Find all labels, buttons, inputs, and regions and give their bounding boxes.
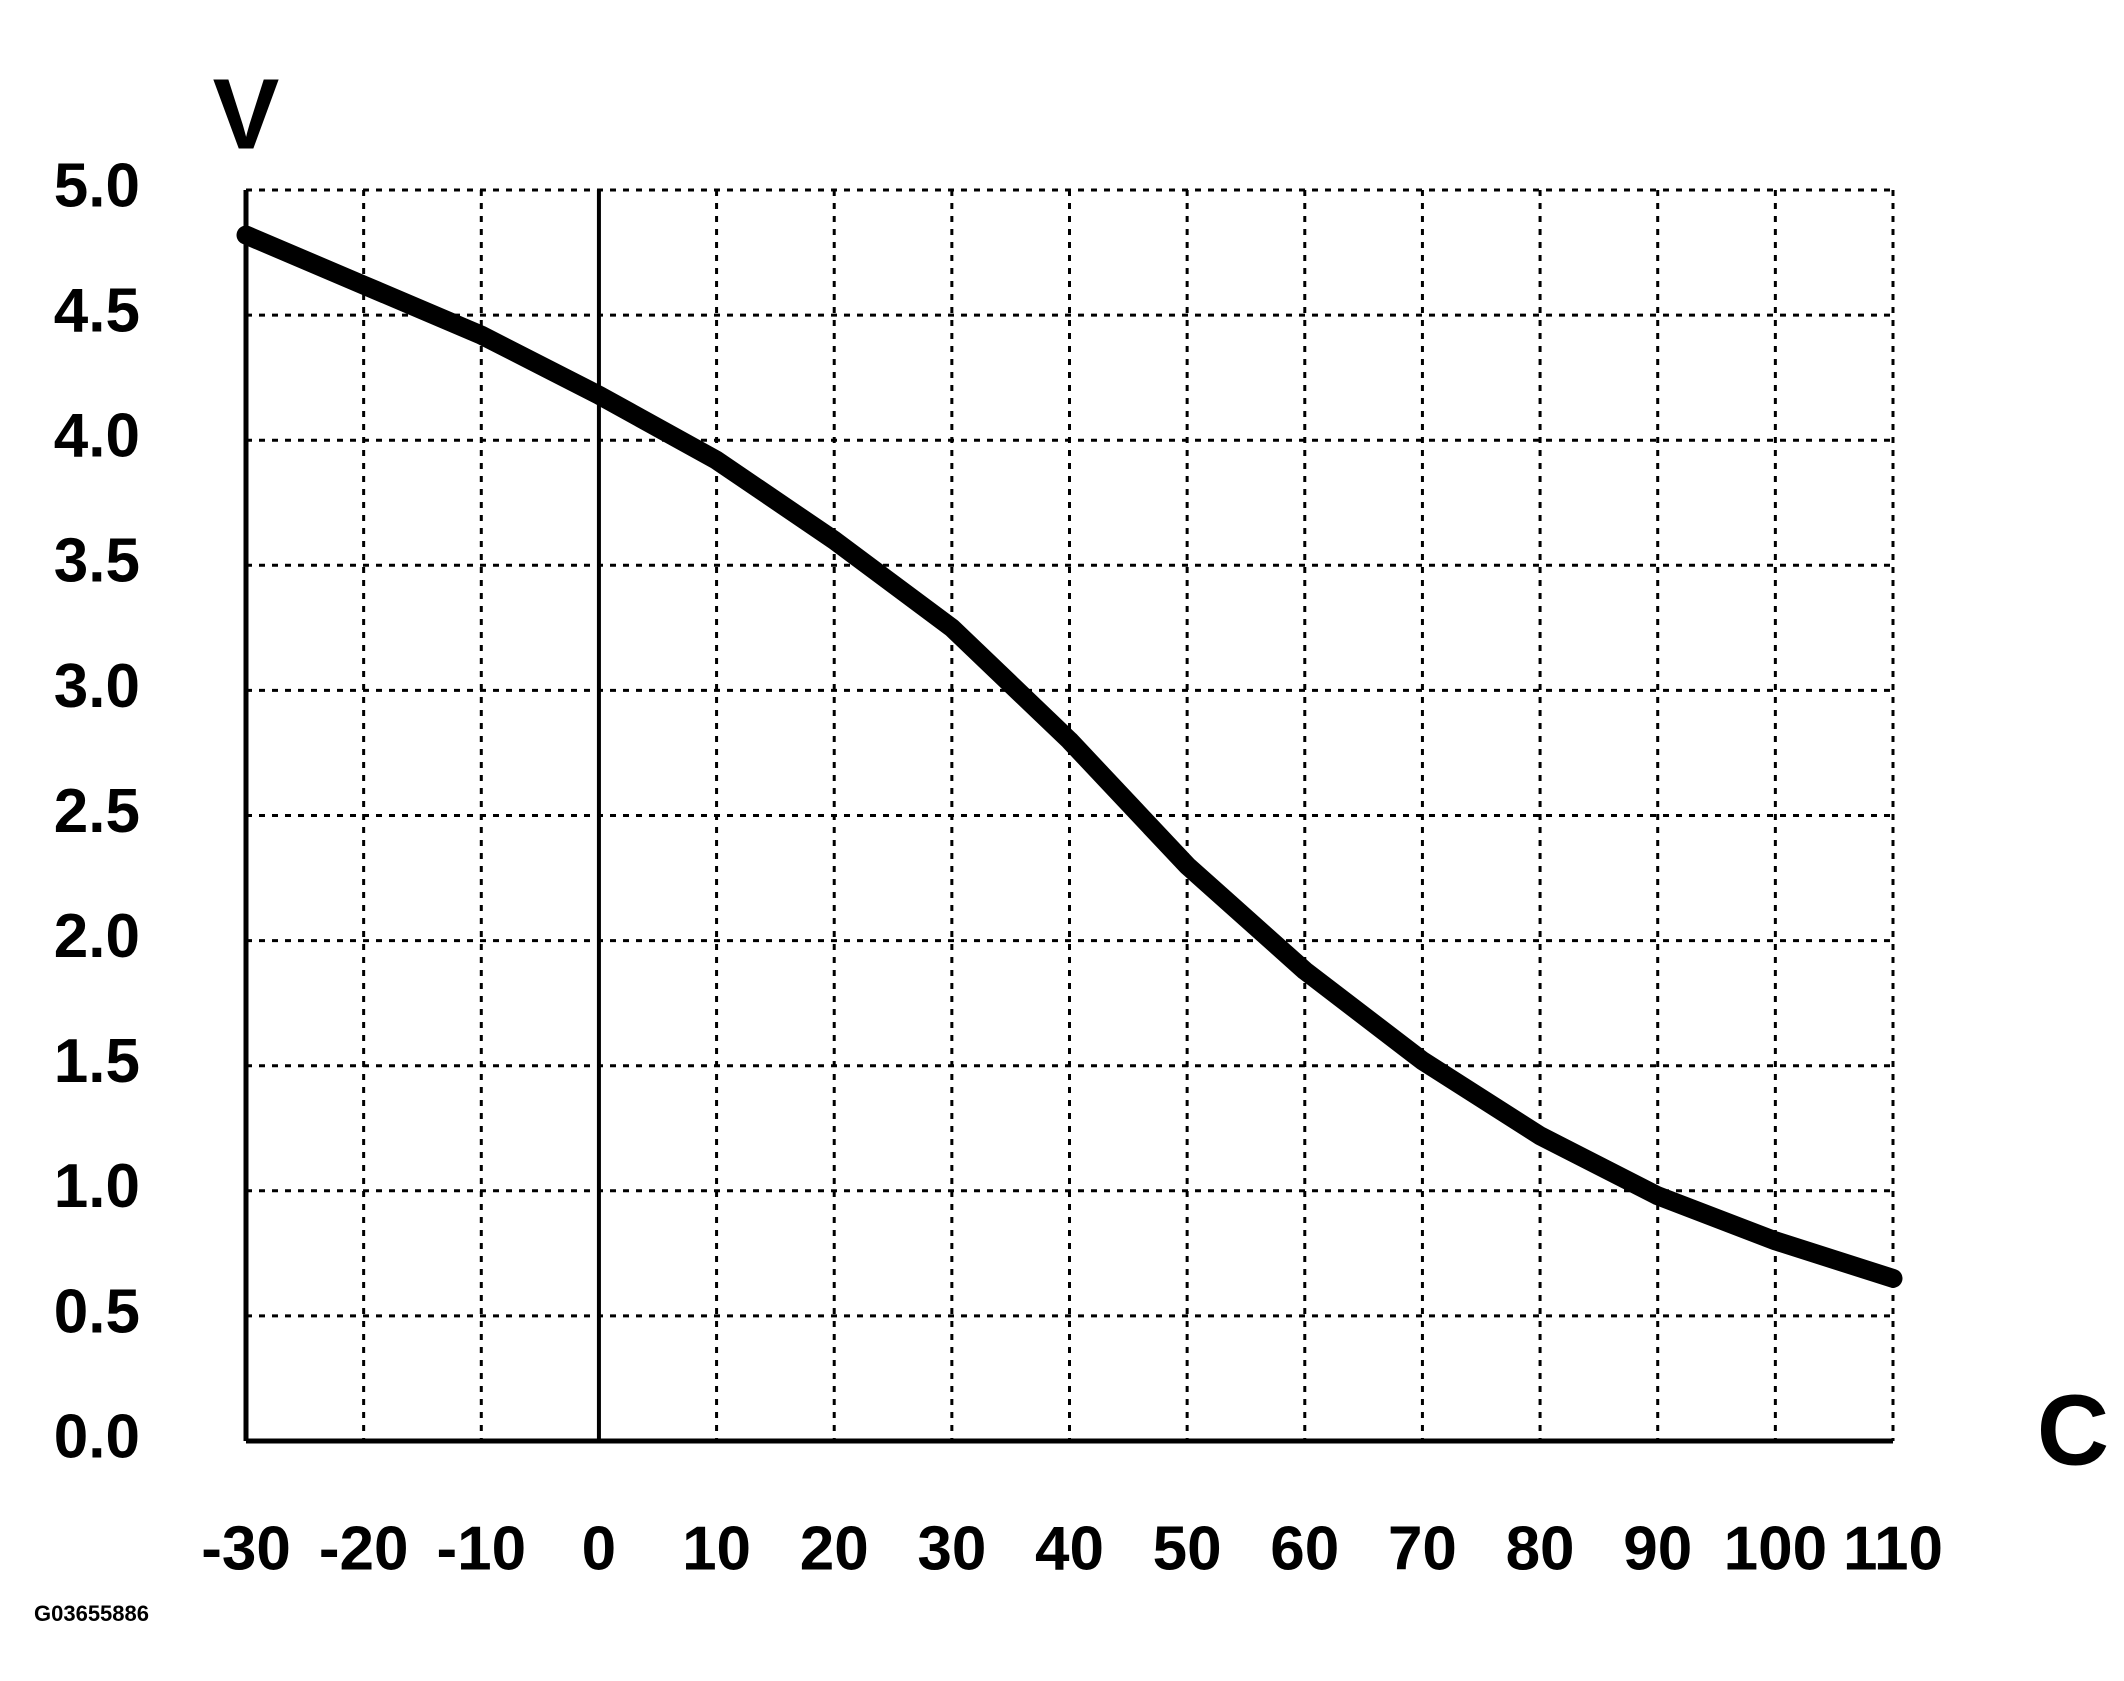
y-tick-label: 4.5 bbox=[54, 276, 140, 345]
x-tick-label: 10 bbox=[682, 1514, 751, 1583]
x-tick-label: 20 bbox=[800, 1514, 869, 1583]
y-tick-label: 3.0 bbox=[54, 652, 140, 721]
y-tick-label: 2.0 bbox=[54, 902, 140, 971]
x-tick-label: 30 bbox=[917, 1514, 986, 1583]
y-tick-label: 1.5 bbox=[54, 1027, 140, 1096]
x-tick-label: 0 bbox=[582, 1514, 616, 1583]
y-tick-label: 4.0 bbox=[54, 402, 140, 471]
x-tick-label: 50 bbox=[1153, 1514, 1222, 1583]
x-tick-label: 80 bbox=[1506, 1514, 1575, 1583]
x-axis-label: C bbox=[2037, 1374, 2109, 1486]
y-tick-label: 5.0 bbox=[54, 151, 140, 220]
y-tick-label: 3.5 bbox=[54, 527, 140, 596]
x-tick-label: 110 bbox=[1843, 1514, 1943, 1583]
y-tick-label: 0.5 bbox=[54, 1277, 140, 1346]
x-tick-label: 70 bbox=[1388, 1514, 1457, 1583]
y-tick-label: 1.0 bbox=[54, 1152, 140, 1221]
x-tick-label: 90 bbox=[1623, 1514, 1692, 1583]
data-line bbox=[236, 225, 1903, 1288]
y-tick-label: 0.0 bbox=[54, 1402, 140, 1471]
y-axis-label: V bbox=[213, 58, 280, 170]
y-tick-label: 2.5 bbox=[54, 777, 140, 846]
x-tick-label: 40 bbox=[1035, 1514, 1104, 1583]
x-tick-label: -10 bbox=[436, 1514, 526, 1583]
x-tick-label: 60 bbox=[1270, 1514, 1339, 1583]
x-tick-label: 100 bbox=[1724, 1514, 1827, 1583]
x-tick-label: -30 bbox=[201, 1514, 291, 1583]
x-tick-label: -20 bbox=[319, 1514, 409, 1583]
footnote: G03655886 bbox=[34, 1601, 149, 1626]
